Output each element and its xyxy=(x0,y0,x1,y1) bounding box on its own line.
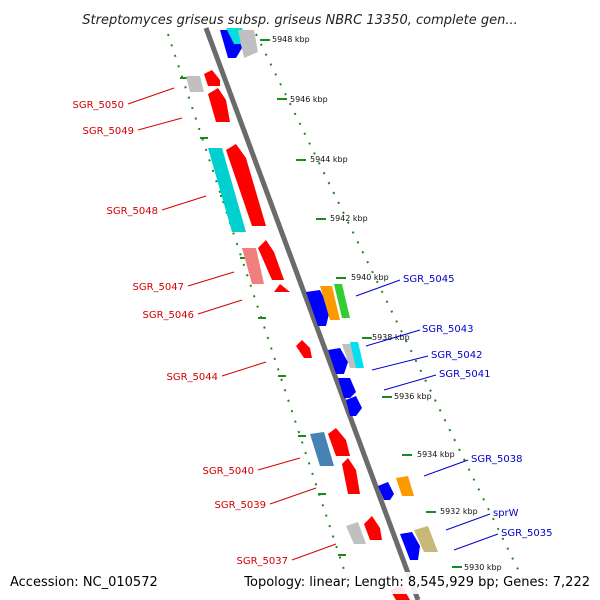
gene-feature[interactable] xyxy=(346,396,362,416)
accession-text: Accession: NC_010572 xyxy=(10,575,158,590)
gene-label-group[interactable]: SGR_5037 xyxy=(237,543,337,567)
gene-label-group[interactable]: SGR_5048 xyxy=(107,195,207,217)
gene-feature[interactable] xyxy=(204,70,220,86)
gene-label-group[interactable]: SGR_5042 xyxy=(371,350,483,371)
gene-label[interactable]: SGR_5047 xyxy=(133,282,185,293)
gene-feature[interactable] xyxy=(342,458,360,494)
gene-feature[interactable] xyxy=(186,76,204,92)
gene-label[interactable]: SGR_5038 xyxy=(471,454,523,465)
gene-feature[interactable] xyxy=(346,522,366,544)
gene-label[interactable]: SGR_5045 xyxy=(403,274,455,285)
tick-label: 5936 kbp xyxy=(394,392,432,401)
ruler-tick: 5940 kbp xyxy=(336,273,389,282)
gene-label[interactable]: sprW xyxy=(493,508,519,519)
gene-label[interactable]: SGR_5046 xyxy=(143,310,195,321)
tick-label: 5932 kbp xyxy=(440,507,478,516)
gene-label-group[interactable]: SGR_5035 xyxy=(453,528,553,551)
gene-label[interactable]: SGR_5040 xyxy=(203,466,255,477)
map-title: Streptomyces griseus subsp. griseus NBRC… xyxy=(82,13,517,28)
tick-label: 5948 kbp xyxy=(272,35,310,44)
gene-label-group[interactable]: SGR_5041 xyxy=(383,369,491,391)
tick-label: 5934 kbp xyxy=(417,450,455,459)
tick-label: 5946 kbp xyxy=(290,95,328,104)
track-line-plus xyxy=(255,33,531,595)
tick-label: 5930 kbp xyxy=(464,563,502,572)
gene-feature[interactable] xyxy=(274,284,290,292)
gene-label-group[interactable]: SGR_5047 xyxy=(133,271,235,293)
gene-feature[interactable] xyxy=(342,344,358,368)
gene-feature[interactable] xyxy=(334,284,350,318)
ruler-tick: 5934 kbp xyxy=(402,450,455,459)
gene-label[interactable]: SGR_5037 xyxy=(237,556,289,567)
ruler-tick: 5932 kbp xyxy=(426,507,478,516)
gene-feature[interactable] xyxy=(364,516,382,540)
gene-label-group[interactable]: sprW xyxy=(445,508,519,531)
gene-label-group[interactable]: SGR_5044 xyxy=(167,361,267,383)
gene-label[interactable]: SGR_5035 xyxy=(501,528,553,539)
tick-label: 5938 kbp xyxy=(372,333,410,342)
gene-label[interactable]: SGR_5042 xyxy=(431,350,483,361)
gene-feature[interactable] xyxy=(238,30,258,58)
footer-background xyxy=(0,572,600,594)
gene-feature[interactable] xyxy=(208,148,246,232)
genome-stats-text: Topology: linear; Length: 8,545,929 bp; … xyxy=(243,575,590,590)
gene-feature[interactable] xyxy=(242,248,264,284)
gene-label[interactable]: SGR_5048 xyxy=(107,206,159,217)
gene-label-group[interactable]: SGR_5049 xyxy=(83,117,183,137)
gene-label-group[interactable]: SGR_5038 xyxy=(423,454,523,477)
gene-label-group[interactable]: SGR_5050 xyxy=(73,87,175,111)
gene-feature[interactable] xyxy=(328,348,348,374)
gene-feature[interactable] xyxy=(350,342,364,368)
gene-feature[interactable] xyxy=(310,432,334,466)
ruler-tick: 5938 kbp xyxy=(362,333,410,342)
gene-label-group[interactable]: SGR_5040 xyxy=(203,457,301,477)
gene-label-group[interactable]: SGR_5039 xyxy=(215,487,317,511)
tick-label: 5940 kbp xyxy=(351,273,389,282)
ruler-tick: 5944 kbp xyxy=(296,155,348,164)
tick-label: 5944 kbp xyxy=(310,155,348,164)
gene-feature[interactable] xyxy=(338,378,356,398)
gene-feature[interactable] xyxy=(320,286,340,320)
chromosome-backbone xyxy=(203,27,421,600)
gene-feature[interactable] xyxy=(378,482,394,500)
gene-feature[interactable] xyxy=(328,428,350,456)
gene-label[interactable]: SGR_5044 xyxy=(167,372,219,383)
ruler-tick: 5946 kbp xyxy=(277,95,328,104)
ruler-tick: 5948 kbp xyxy=(260,35,310,44)
ruler-tick: 5942 kbp xyxy=(316,214,368,223)
gene-label[interactable]: SGR_5043 xyxy=(422,324,474,335)
gene-feature[interactable] xyxy=(414,526,438,552)
gene-feature[interactable] xyxy=(226,144,266,226)
gene-label[interactable]: SGR_5041 xyxy=(439,369,491,380)
ruler-tick: 5936 kbp xyxy=(382,392,432,401)
ruler-tick: 5930 kbp xyxy=(452,563,502,572)
gene-feature[interactable] xyxy=(396,476,414,496)
gene-feature[interactable] xyxy=(296,340,312,358)
gene-label-group[interactable]: SGR_5046 xyxy=(143,299,243,321)
gene-label-group[interactable]: SGR_5043 xyxy=(365,324,474,347)
gene-label-group[interactable]: SGR_5045 xyxy=(355,274,455,297)
gene-feature[interactable] xyxy=(400,532,420,560)
gene-label[interactable]: SGR_5049 xyxy=(83,126,135,137)
gene-label[interactable]: SGR_5039 xyxy=(215,500,267,511)
gene-feature[interactable] xyxy=(208,88,230,122)
tick-label: 5942 kbp xyxy=(330,214,368,223)
gene-label[interactable]: SGR_5050 xyxy=(73,100,125,111)
gene-feature[interactable] xyxy=(258,240,284,280)
